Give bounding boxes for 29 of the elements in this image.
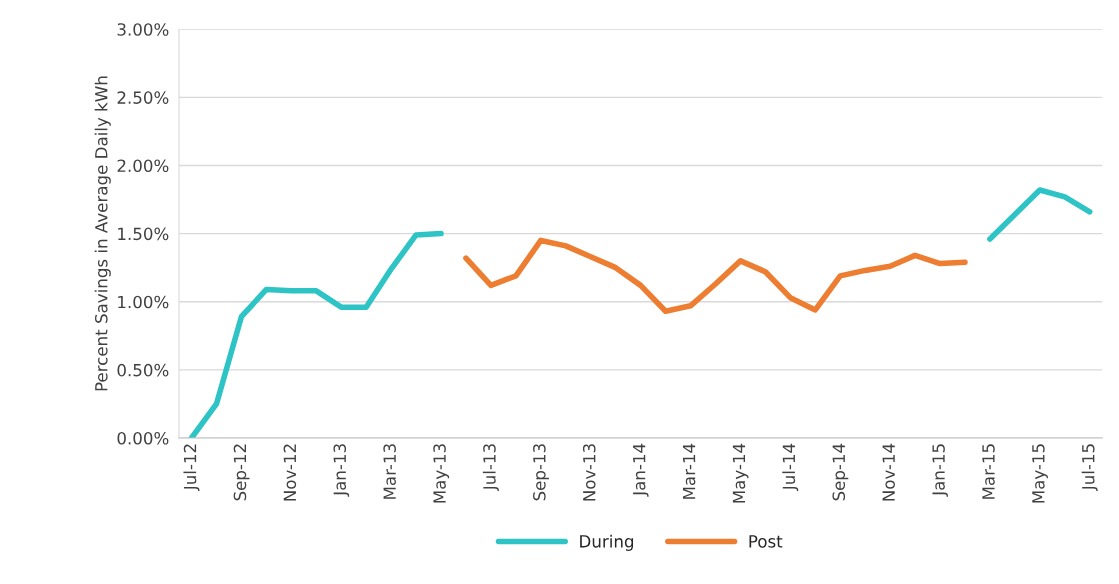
x-tick-label: Nov-12 bbox=[283, 444, 297, 501]
x-tick-label: Sep-14 bbox=[832, 443, 849, 501]
y-tick-label: 0.00% bbox=[117, 431, 169, 445]
x-tick-label: Jul-14 bbox=[782, 443, 799, 492]
legend-label: During bbox=[580, 534, 634, 551]
y-tick-label: 1.50% bbox=[118, 227, 169, 241]
y-tick-label: 0.50% bbox=[117, 363, 169, 377]
y-tick-label: 3.00% bbox=[117, 23, 169, 36]
y-tick-label: 2.50% bbox=[117, 91, 169, 104]
x-tick-label: May-15 bbox=[1032, 444, 1048, 503]
legend-label: Post bbox=[749, 535, 783, 548]
x-tick-label: Jan-14 bbox=[633, 443, 649, 497]
x-tick-label: Jan-13 bbox=[333, 444, 350, 497]
x-tick-label: Nov-13 bbox=[582, 444, 596, 501]
y-tick-label: 1.00% bbox=[118, 295, 169, 309]
x-tick-label: May-14 bbox=[732, 443, 749, 503]
x-tick-label: Mar-14 bbox=[682, 443, 696, 499]
x-tick-label: Sep-12 bbox=[233, 444, 250, 501]
x-tick-label: Nov-14 bbox=[882, 443, 895, 501]
x-tick-label: May-13 bbox=[433, 444, 450, 503]
x-tick-label: Mar-15 bbox=[982, 444, 995, 499]
x-tick-label: Jul-13 bbox=[482, 444, 499, 492]
y-tick-label: 2.00% bbox=[117, 159, 169, 173]
x-tick-label: Jul-15 bbox=[1081, 444, 1098, 492]
y-axis-title: Percent Savings in Average Daily kWh bbox=[94, 76, 111, 391]
x-tick-label: Jul-12 bbox=[183, 444, 200, 492]
x-tick-label: Mar-13 bbox=[383, 444, 396, 499]
x-tick-label: Sep-13 bbox=[533, 444, 549, 501]
x-tick-label: Jan-15 bbox=[932, 444, 948, 497]
